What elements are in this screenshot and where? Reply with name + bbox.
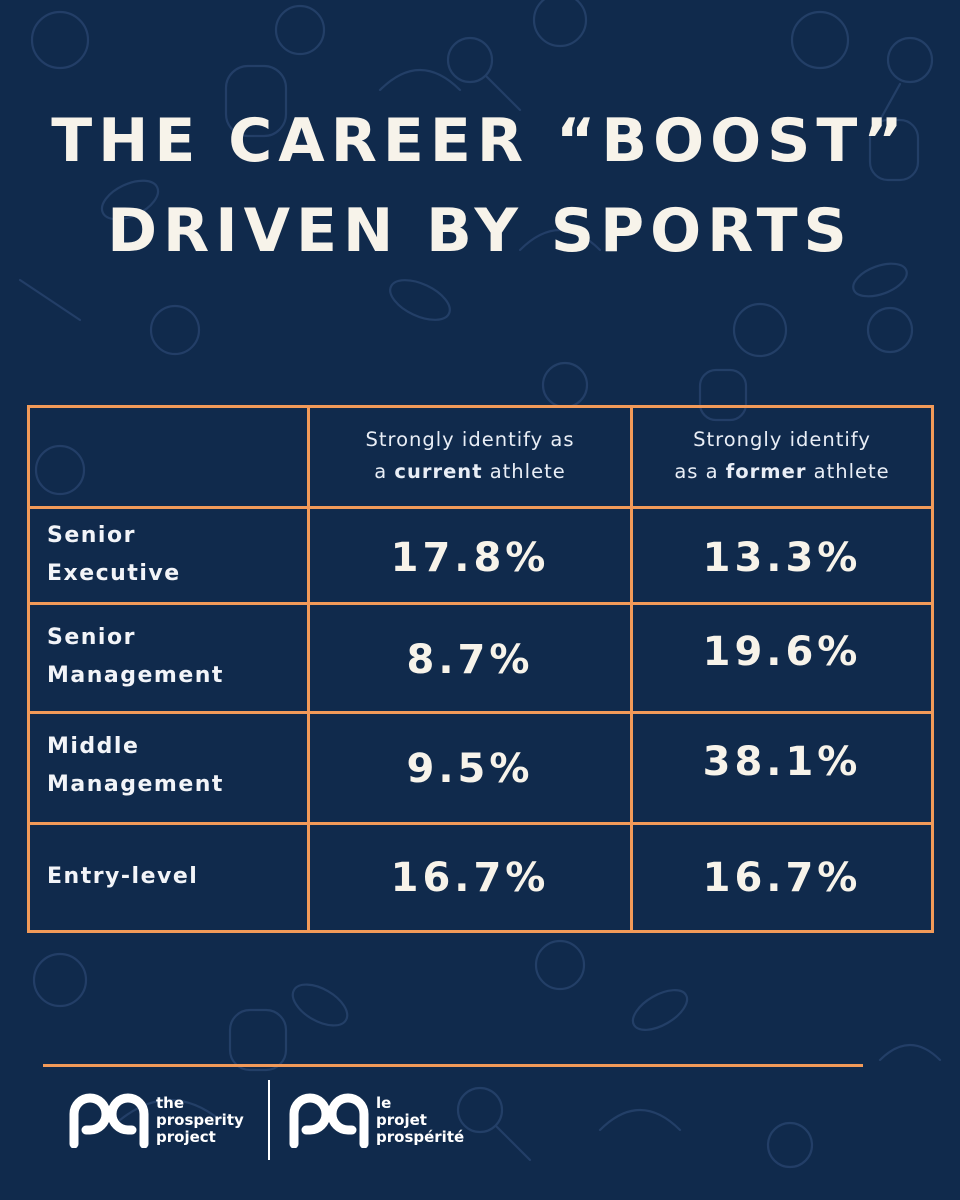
- row-label-line-1: Middle: [47, 734, 140, 759]
- pq-logo-icon: [289, 1093, 369, 1148]
- row-label-line-1: Senior: [47, 523, 136, 548]
- cell-senior-executive-current: 17.8%: [390, 535, 550, 581]
- column-divider-1: [307, 405, 310, 933]
- column-header-former-line-2: as a former athlete: [633, 456, 931, 488]
- logo-text-line: prosperity: [156, 1110, 244, 1129]
- column-header-former-line-1: Strongly identify: [693, 428, 871, 451]
- column-divider-2: [630, 405, 633, 933]
- logo-wordmark-en: the prosperity project: [156, 1093, 244, 1146]
- logo-text-line: project: [156, 1127, 216, 1146]
- header-text: as a: [674, 460, 726, 483]
- page-title: THE CAREER “BOOST” DRIVEN BY SPORTS: [0, 96, 960, 276]
- row-divider-1: [27, 506, 934, 509]
- row-divider-3: [27, 711, 934, 714]
- column-header-current-line-1: Strongly identify as: [365, 428, 575, 451]
- cell-senior-management-former: 19.6%: [702, 629, 862, 675]
- row-label-middle-management: Middle Management: [47, 728, 224, 804]
- header-emphasis: former: [725, 460, 807, 483]
- row-label-line-1: Entry-level: [47, 864, 199, 889]
- logo-text-line: prospérité: [376, 1127, 465, 1146]
- title-line-2: DRIVEN BY SPORTS: [107, 196, 853, 266]
- cell-senior-executive-former: 13.3%: [702, 535, 862, 581]
- row-label-entry-level: Entry-level: [47, 858, 198, 896]
- table-border-right: [931, 405, 934, 933]
- cell-middle-management-former: 38.1%: [702, 739, 862, 785]
- header-emphasis: current: [394, 460, 483, 483]
- column-header-former: Strongly identify as a former athlete: [633, 424, 931, 488]
- cell-middle-management-current: 9.5%: [406, 746, 534, 792]
- logo-text-line: projet: [376, 1110, 427, 1129]
- header-text: a: [374, 460, 395, 483]
- header-text: athlete: [806, 460, 890, 483]
- logo-projet-prosperite: le projet prospérité: [288, 1092, 464, 1148]
- cell-entry-level-current: 16.7%: [390, 855, 550, 901]
- table-border-top: [27, 405, 934, 408]
- row-divider-4: [27, 822, 934, 825]
- footer-divider: [43, 1064, 863, 1067]
- logo-text-line: the: [156, 1093, 185, 1112]
- column-header-current: Strongly identify as a current athlete: [310, 424, 630, 488]
- cell-entry-level-former: 16.7%: [702, 855, 862, 901]
- row-divider-2: [27, 602, 934, 605]
- row-label-line-2: Management: [47, 663, 224, 688]
- table-border-bottom: [27, 930, 934, 933]
- cell-senior-management-current: 8.7%: [406, 637, 534, 683]
- row-label-line-2: Management: [47, 772, 224, 797]
- logo-prosperity-project: the prosperity project: [68, 1092, 244, 1148]
- row-label-senior-executive: Senior Executive: [47, 517, 181, 593]
- row-label-line-1: Senior: [47, 625, 136, 650]
- logo-wordmark-fr: le projet prospérité: [376, 1093, 465, 1146]
- table-border-left: [27, 405, 30, 933]
- logo-text-line: le: [376, 1093, 392, 1112]
- row-label-line-2: Executive: [47, 561, 181, 586]
- pq-logo-icon: [69, 1093, 149, 1148]
- header-text: athlete: [482, 460, 566, 483]
- row-label-senior-management: Senior Management: [47, 619, 224, 695]
- logo-divider: [268, 1080, 270, 1160]
- column-header-current-line-2: a current athlete: [310, 456, 630, 488]
- title-line-1: THE CAREER “BOOST”: [51, 106, 909, 176]
